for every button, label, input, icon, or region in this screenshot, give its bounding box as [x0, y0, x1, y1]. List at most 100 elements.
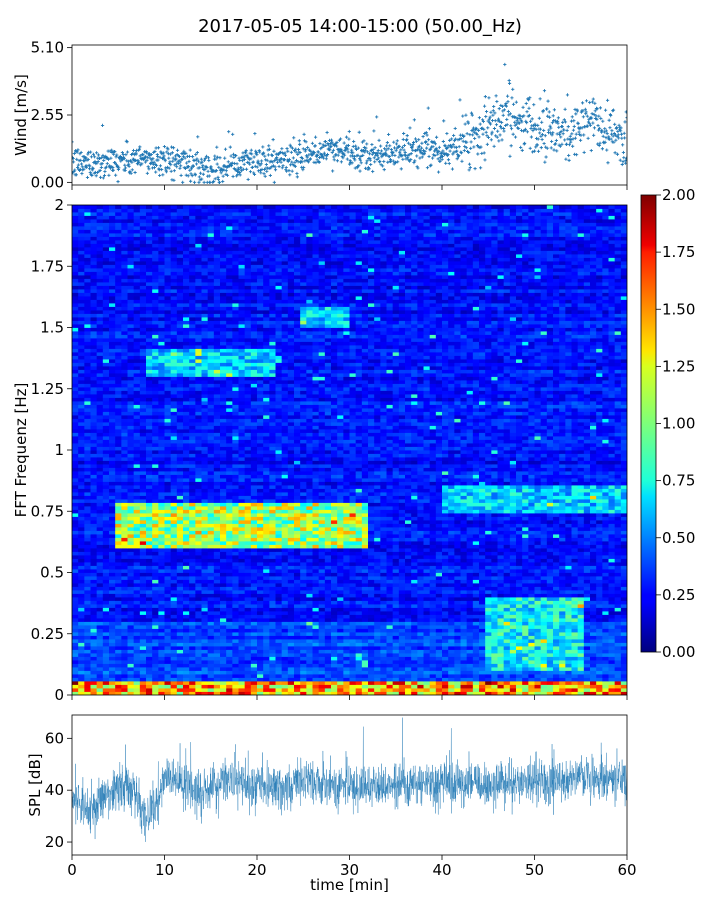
spectrogram-cell — [146, 611, 153, 615]
spectrogram-cell — [596, 558, 603, 563]
spectrogram-cell — [386, 583, 394, 587]
wind-point — [487, 96, 491, 100]
spectrogram-cell — [411, 565, 418, 570]
spectrogram-cell — [590, 670, 597, 675]
wind-point — [354, 147, 359, 152]
spectrogram-cell — [294, 583, 301, 587]
spectrogram-cell — [620, 600, 627, 605]
spectrogram-cell — [546, 649, 554, 654]
spectrogram-cell — [497, 611, 505, 615]
spectrogram-cell — [324, 642, 332, 647]
spectrogram-cell — [306, 593, 313, 598]
spectrogram-cell — [109, 691, 116, 695]
spectrogram-cell — [405, 572, 412, 577]
wind-point — [506, 100, 510, 104]
spectrogram-cell — [343, 593, 350, 598]
wind-point — [170, 151, 174, 155]
spectrogram-cell — [331, 586, 338, 591]
spectrogram-cell — [164, 555, 172, 559]
spectrogram-cell — [553, 590, 560, 594]
spectrogram-cell — [374, 565, 381, 570]
spectrogram-cell — [109, 611, 116, 615]
wind-point — [482, 127, 486, 131]
spectrogram-cell — [472, 691, 480, 695]
spectrogram-cell — [503, 688, 511, 692]
spectrogram-cell — [522, 614, 529, 619]
spectrogram-cell — [546, 674, 554, 678]
spectrogram-cell — [565, 611, 572, 615]
spectrogram-cell — [466, 639, 474, 643]
spectrogram-cell — [417, 593, 424, 598]
spectrogram-cell — [244, 656, 252, 661]
spectrogram-cell — [207, 660, 215, 664]
spectrogram-cell — [127, 593, 135, 598]
spectrogram-cell — [250, 642, 258, 647]
spectrogram-cell — [491, 604, 498, 608]
wind-point — [325, 130, 329, 135]
spectrogram-cell — [583, 558, 591, 563]
spectrogram-cell — [411, 656, 418, 661]
spectrogram-cell — [540, 667, 548, 671]
spectrogram-cell — [90, 586, 98, 591]
spectrogram-cell — [485, 618, 492, 622]
wind-point — [509, 144, 513, 148]
spectrogram-cell — [405, 670, 412, 675]
spectrogram-cell — [90, 614, 98, 619]
spectrogram-cell — [176, 579, 184, 584]
spectrogram-cell — [423, 579, 431, 584]
spectrogram-cell — [250, 646, 258, 650]
spectrogram-cell — [343, 583, 350, 587]
spectrogram-cell — [620, 576, 627, 580]
spectrogram-cell — [226, 646, 233, 650]
spectrogram-cell — [361, 583, 369, 587]
wind-point — [481, 119, 485, 124]
wind-point — [295, 171, 299, 176]
spectrogram-cell — [127, 607, 135, 612]
spectrogram-cell — [324, 562, 332, 566]
spectrogram-cell — [516, 604, 523, 608]
spectrogram-cell — [220, 670, 227, 675]
wind-point — [551, 131, 555, 135]
spectrogram-cell — [158, 670, 165, 675]
spectrogram-cell — [300, 635, 307, 640]
spectrogram-cell — [158, 572, 165, 577]
spectrogram-cell — [337, 691, 344, 695]
spectrogram-cell — [343, 565, 350, 570]
spectrogram-cell — [528, 583, 535, 587]
spectrogram-cell — [559, 646, 566, 650]
spectrogram-cell — [318, 670, 326, 675]
spectrogram-cell — [614, 590, 622, 594]
wind-point — [335, 159, 339, 163]
wind-point — [552, 148, 556, 152]
spectrogram-cell — [380, 649, 387, 654]
spectrogram-cell — [72, 555, 79, 559]
wind-point — [138, 154, 142, 158]
spectrogram-cell — [72, 625, 79, 629]
spectrogram-cell — [380, 611, 387, 615]
spectrogram-cell — [583, 681, 591, 685]
spectrogram-cell — [287, 555, 295, 559]
spectrogram-cell — [540, 558, 548, 563]
spectrogram-cell — [331, 670, 338, 675]
spectrogram-cell — [121, 632, 128, 636]
spectrogram-cell — [460, 618, 468, 622]
spectrogram-cell — [263, 621, 270, 626]
spectrogram-cell — [207, 656, 215, 661]
spectrogram-cell — [583, 583, 591, 587]
spectrogram-cell — [540, 653, 548, 657]
wind-point — [530, 150, 535, 154]
spectrogram-cell — [509, 667, 517, 671]
wind-point — [477, 128, 481, 132]
wind-point — [275, 157, 279, 161]
spectrogram-cell — [602, 583, 609, 587]
spectrogram-cell — [213, 670, 221, 675]
spectrogram-cell — [281, 649, 289, 654]
spectrogram-cell — [300, 621, 307, 626]
spectrogram-cell — [596, 600, 603, 605]
spectrogram-cell — [275, 586, 283, 591]
spectrogram-cell — [577, 586, 585, 591]
wind-point — [572, 124, 576, 129]
spectrogram-cell — [540, 614, 548, 619]
spectrogram-cell — [405, 632, 412, 636]
spectrogram-cell — [448, 562, 455, 566]
